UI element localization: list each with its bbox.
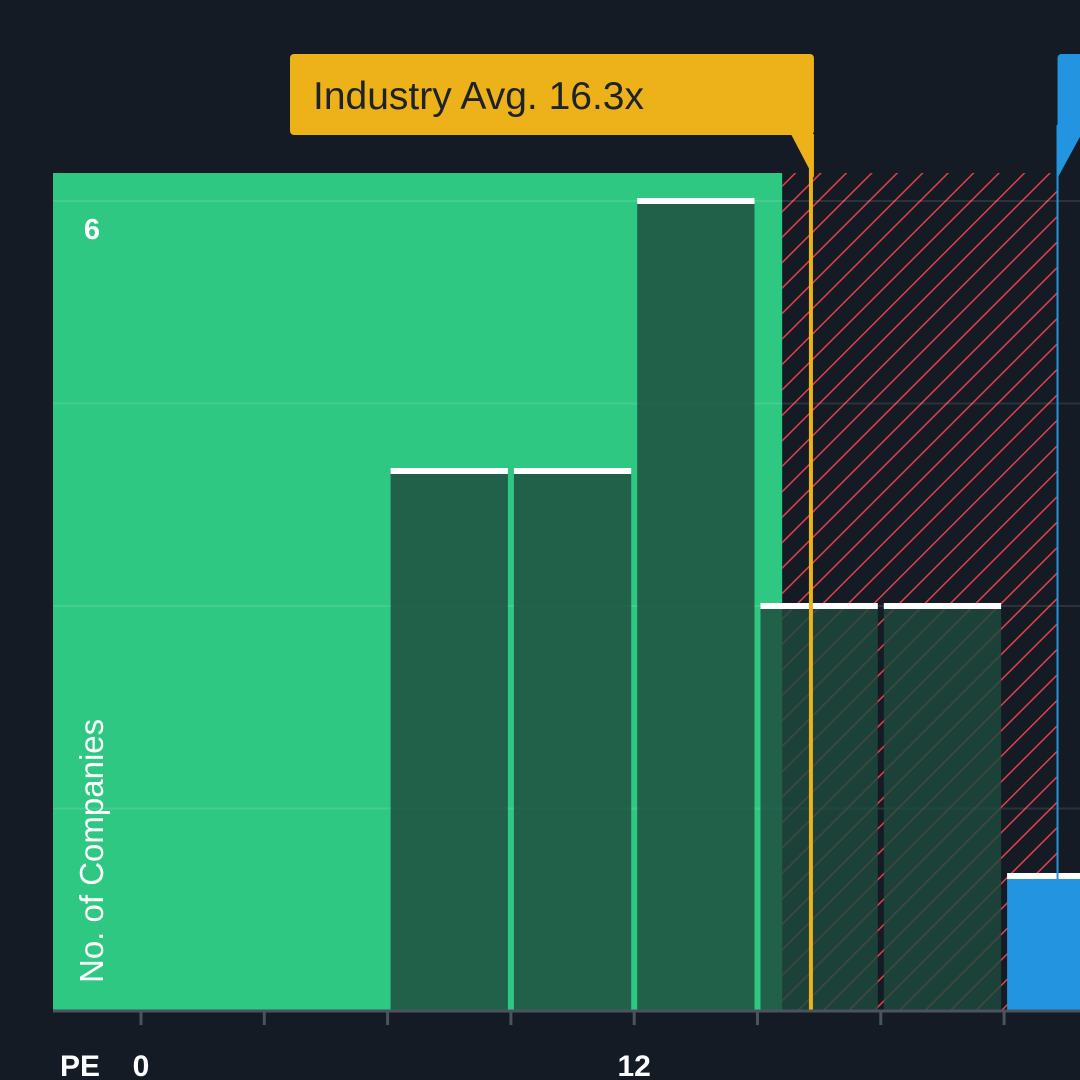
company-marker-callout — [1057, 54, 1080, 135]
industry-avg-callout — [290, 54, 814, 135]
company-bin-bar-top — [1007, 873, 1080, 879]
company-bin-bar — [1007, 876, 1080, 1011]
histogram-bar-top-3 — [637, 198, 755, 204]
x-tick-label-12: 12 — [618, 1050, 651, 1080]
industry-avg-pointer — [790, 134, 814, 178]
histogram-bar-top-2 — [513, 468, 632, 474]
x-axis-label: PE — [60, 1050, 100, 1080]
industry-avg-label: Industry Avg. 16.3x — [313, 75, 644, 118]
histogram-bar-5 — [883, 606, 1002, 1011]
y-axis-label: No. of Companies — [73, 719, 110, 983]
histogram-bar-1 — [390, 471, 508, 1011]
y-tick-label-6: 6 — [84, 214, 100, 246]
histogram-bar-top-1 — [390, 468, 508, 474]
histogram-bar-top-5 — [883, 603, 1002, 609]
histogram-bar-4 — [760, 606, 878, 1011]
x-tick-label-0: 0 — [133, 1050, 150, 1080]
histogram-bar-2 — [513, 471, 632, 1011]
histogram-bar-3 — [637, 201, 755, 1011]
histogram-bar-top-4 — [760, 603, 878, 609]
company-marker-pointer — [1057, 134, 1080, 178]
